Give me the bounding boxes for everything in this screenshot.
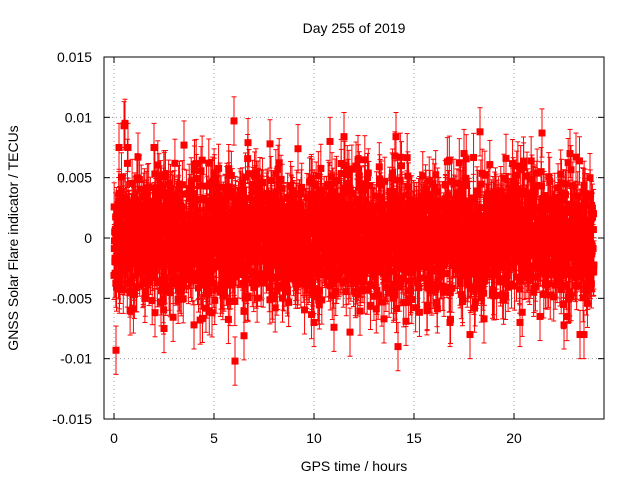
data-marker [120,286,127,293]
data-marker [228,172,235,179]
data-marker [275,166,282,173]
chart-title: Day 255 of 2019 [303,20,406,36]
data-marker [124,160,131,167]
data-marker [179,181,186,188]
data-marker [199,157,206,164]
data-marker [197,167,204,174]
data-series [111,97,598,385]
data-marker [152,309,159,316]
data-marker [276,159,283,166]
data-marker [245,294,252,301]
data-marker [136,176,143,183]
data-marker [170,314,177,321]
data-marker [215,165,222,172]
data-marker [225,316,232,323]
data-marker [193,175,200,182]
